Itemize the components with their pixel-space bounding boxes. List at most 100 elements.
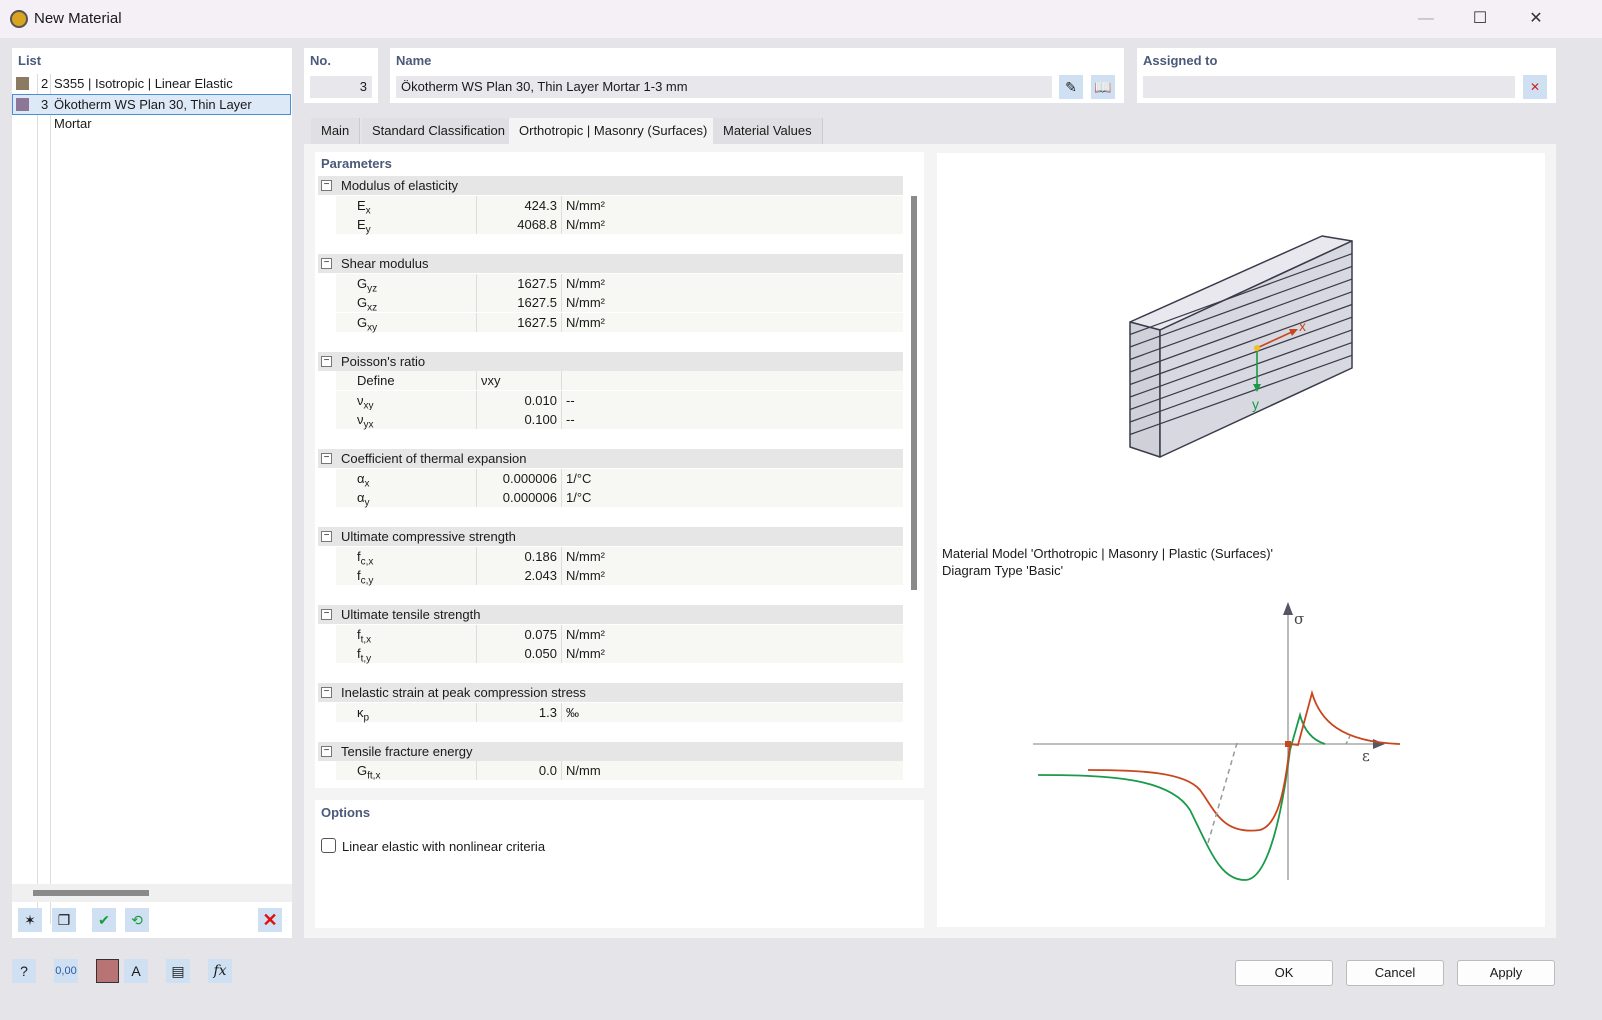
collapse-icon[interactable]: − [321,745,332,757]
parameter-value[interactable]: 1.3 [476,702,560,722]
render-view-icon[interactable]: ▤ [166,959,190,983]
app-icon [10,10,28,28]
parameter-group-header[interactable]: − Modulus of elasticity [318,176,903,195]
parameter-group-header[interactable]: − Ultimate tensile strength [318,605,903,624]
material-color-button[interactable] [96,959,119,983]
display-properties-icon[interactable]: A [124,959,148,983]
parameter-value[interactable]: 0.000006 [476,468,560,488]
name-field[interactable]: Ökotherm WS Plan 30, Thin Layer Mortar 1… [396,76,1052,98]
units-decimals-icon[interactable]: 0,00 [54,959,78,983]
parameter-value[interactable]: 0.050 [476,644,560,663]
wall-side-face [1129,321,1161,458]
maximize-button[interactable]: ☐ [1472,10,1488,27]
parameter-value[interactable]: 2.043 [476,566,560,585]
parameters-header: Parameters [321,156,392,171]
copy-material-button[interactable]: ❐ [52,908,76,932]
parameter-row: ft,x 0.075 N/mm² [336,624,903,645]
parameter-row: Gyz 1627.5 N/mm² [336,273,903,294]
parameter-value[interactable]: 424.3 [476,195,560,215]
collapse-icon[interactable]: − [321,609,332,620]
parameter-group-header[interactable]: − Poisson's ratio [318,351,903,371]
parameter-value[interactable]: 0.000006 [476,488,560,507]
library-book-icon[interactable]: 📖 [1091,75,1115,99]
linear-elastic-label: Linear elastic with nonlinear criteria [342,839,546,854]
collapse-icon[interactable]: − [321,258,332,269]
parameter-unit: N/mm² [561,195,605,215]
collapse-icon[interactable]: − [321,180,332,191]
parameter-group-header[interactable]: − Tensile fracture energy [318,741,903,761]
tab-standard-classification[interactable]: Standard Classification [362,118,516,144]
edit-name-icon[interactable]: ✎ [1059,75,1083,99]
toggle-check-button[interactable]: ⟲ [125,908,149,932]
parameter-value[interactable]: 1627.5 [476,273,560,293]
linear-elastic-checkbox[interactable] [321,838,336,853]
parameter-group-header[interactable]: − Ultimate compressive strength [318,527,903,546]
parameter-symbol: Ex [357,197,371,217]
new-material-button[interactable]: ✶ [18,908,42,932]
list-item-selected[interactable]: 3 Ökotherm WS Plan 30, Thin Layer Mortar [12,94,291,131]
number-label: No. [310,53,331,68]
parameter-row: Ey 4068.8 N/mm² [336,215,903,236]
parameter-group-header[interactable]: − Shear modulus [318,254,903,273]
diagram-type-text: Diagram Type 'Basic' [942,563,1064,578]
parameter-row: ft,y 0.050 N/mm² [336,644,903,665]
close-button[interactable]: ✕ [1529,10,1543,27]
parameter-symbol: αy [357,490,370,509]
collapse-icon[interactable]: − [321,531,332,542]
sigma-label: σ [1294,610,1304,628]
collapse-icon[interactable]: − [321,687,332,698]
parameter-value[interactable]: 1627.5 [476,312,560,332]
delete-button[interactable]: ✕ [258,908,282,932]
parameter-row: αy 0.000006 1/°C [336,488,903,509]
parameter-group-header[interactable]: − Coefficient of thermal expansion [318,449,903,468]
assigned-field[interactable] [1143,76,1515,98]
collapse-icon[interactable]: − [321,355,332,367]
window-title: New Material [34,10,122,27]
parameter-group-header[interactable]: − Inelastic strain at peak compression st… [318,683,903,702]
parameter-unit: N/mm² [561,546,605,566]
help-icon[interactable]: ? [12,959,36,983]
apply-button[interactable]: Apply [1457,960,1555,986]
cancel-button[interactable]: Cancel [1346,960,1444,986]
parameter-row: κp 1.3 ‰ [336,702,903,723]
formula-icon[interactable]: fx [208,959,232,983]
tab-main[interactable]: Main [311,118,361,144]
parameter-row: fc,x 0.186 N/mm² [336,546,903,567]
minimize-button[interactable]: — [1418,10,1434,27]
parameter-value[interactable]: 0.186 [476,546,560,566]
parameter-value[interactable]: 0.100 [476,410,560,429]
parameter-symbol: Gxz [357,295,378,314]
parameter-symbol: ft,x [357,626,372,646]
axis-y-label: y [1252,396,1259,412]
parameter-unit: N/mm² [561,566,605,585]
parameter-value[interactable]: νxy [476,371,560,390]
parameter-value[interactable]: 1627.5 [476,293,560,312]
parameter-value[interactable]: 0.010 [476,390,560,410]
vertical-scrollbar[interactable] [911,196,917,590]
parameter-symbol: κp [357,704,370,724]
horizontal-scrollbar[interactable] [12,884,292,902]
group-label: Ultimate compressive strength [341,529,516,544]
parameter-value[interactable]: 4068.8 [476,215,560,234]
parameter-unit: N/mm [561,761,601,780]
collapse-icon[interactable]: − [321,453,332,464]
parameter-row: νxy 0.010 -- [336,390,903,411]
parameter-unit: N/mm² [561,624,605,644]
pick-objects-icon[interactable]: ✕ [1523,75,1547,99]
parameter-unit: ‰ [561,702,579,722]
check-all-button[interactable]: ✔ [92,908,116,932]
parameter-unit: N/mm² [561,312,605,332]
tab-orthotropic-masonry[interactable]: Orthotropic | Masonry (Surfaces) [509,118,719,144]
group-label: Coefficient of thermal expansion [341,451,527,466]
parameter-value[interactable]: 0.075 [476,624,560,644]
list-item[interactable]: 2 S355 | Isotropic | Linear Elastic [12,74,292,94]
parameter-symbol: νxy [357,392,374,412]
parameter-value[interactable]: 0.0 [476,761,560,780]
tab-material-values[interactable]: Material Values [713,118,823,144]
list-header: List [18,53,42,68]
parameter-symbol: fc,x [357,548,374,568]
list-panel: List 2 S355 | Isotropic | Linear Elastic… [12,48,292,938]
assigned-label: Assigned to [1143,53,1218,68]
number-field[interactable]: 3 [310,76,372,98]
ok-button[interactable]: OK [1235,960,1333,986]
